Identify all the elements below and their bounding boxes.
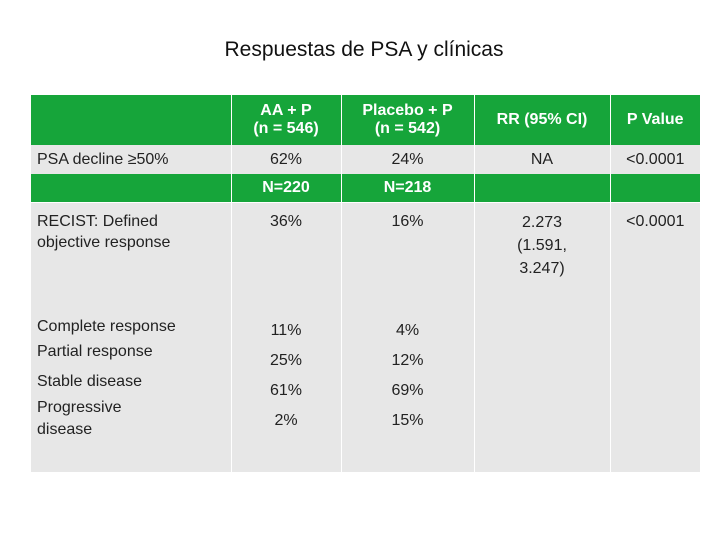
subrow-label-progressive-2: disease (37, 421, 93, 438)
recist-label-line2: objective response (37, 234, 171, 251)
recist-label-line1: RECIST: Defined (37, 213, 158, 230)
recist-rr-cell: 2.273 (1.591, 3.247) (474, 202, 611, 472)
recist-placebo-cell: 16% 4% 12% 69% 15% (341, 202, 475, 472)
subrow-label-progressive-1: Progressive (37, 399, 122, 416)
header-placebo-p: Placebo + P (n = 542) (341, 95, 475, 145)
psa-aa-value: 62% (231, 145, 342, 174)
recist-rr-line1: 2.273 (521, 214, 563, 231)
subrow-aa-stable: 61% (269, 382, 303, 399)
header-placebo-n: (n = 542) (374, 120, 441, 137)
subrow-aa-progressive: 2% (274, 412, 298, 429)
subrow-aa-complete: 11% (270, 322, 302, 339)
subrow-label-complete: Complete response (37, 318, 176, 335)
header-placebo-label: Placebo + P (362, 102, 453, 119)
n-empty-cell-rr (474, 174, 611, 203)
recist-label-cell: RECIST: Defined objective response Compl… (31, 202, 232, 472)
header-aa-p-n: (n = 546) (253, 120, 319, 137)
subrow-aa-partial: 25% (269, 352, 303, 369)
psa-p-value: <0.0001 (610, 145, 700, 174)
subrow-placebo-complete: 4% (395, 322, 420, 339)
psa-rr-value: NA (474, 145, 611, 174)
header-empty-cell (31, 95, 232, 145)
subrow-placebo-stable: 69% (391, 382, 424, 399)
n-placebo-value: N=218 (341, 174, 475, 203)
recist-aa-value: 36% (269, 213, 303, 230)
table-row-n: N=220 N=218 (31, 174, 700, 203)
n-empty-cell (31, 174, 232, 203)
recist-p-cell: <0.0001 (610, 202, 700, 472)
table-row-psa-decline: PSA decline ≥50% 62% 24% NA <0.0001 (31, 145, 700, 174)
header-rr: RR (95% CI) (474, 95, 611, 145)
subrow-placebo-partial: 12% (391, 352, 424, 369)
psa-label: PSA decline ≥50% (31, 145, 232, 174)
n-aa-value: N=220 (231, 174, 342, 203)
results-table: AA + P (n = 546) Placebo + P (n = 542) R… (31, 95, 700, 472)
subrow-placebo-progressive: 15% (391, 412, 424, 429)
header-p-value: P Value (610, 95, 700, 145)
recist-rr-line3: 3.247) (519, 260, 565, 277)
subrow-label-stable: Stable disease (37, 373, 142, 390)
recist-aa-cell: 36% 11% 25% 61% 2% (231, 202, 342, 472)
recist-rr-line2: (1.591, (517, 237, 567, 254)
header-aa-p: AA + P (n = 546) (231, 95, 342, 145)
psa-placebo-value: 24% (341, 145, 475, 174)
recist-placebo-value: 16% (391, 213, 424, 230)
table-row-recist: RECIST: Defined objective response Compl… (31, 202, 700, 472)
n-empty-cell-p (610, 174, 700, 203)
table-header-row: AA + P (n = 546) Placebo + P (n = 542) R… (31, 95, 700, 145)
header-aa-p-label: AA + P (260, 102, 312, 119)
recist-p-value: <0.0001 (626, 213, 685, 230)
subrow-label-partial: Partial response (37, 343, 153, 360)
slide-title: Respuestas de PSA y clínicas (224, 38, 504, 61)
